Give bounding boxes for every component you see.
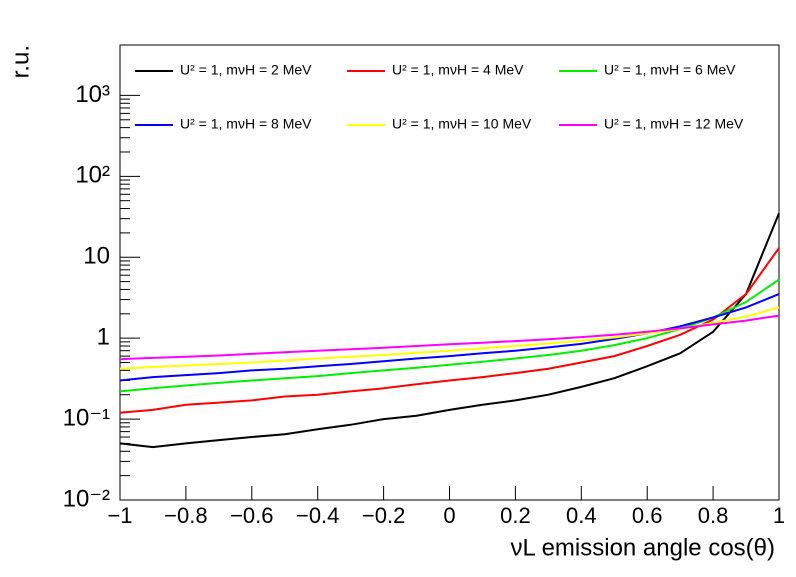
legend-label: U² = 1, mνH = 8 MeV [180,116,312,132]
x-tick-label: −0.8 [164,503,207,528]
y-tick-label: 10² [75,162,110,189]
y-tick-label: 1 [97,324,110,351]
legend-label: U² = 1, mνH = 4 MeV [392,62,524,78]
legend-label: U² = 1, mνH = 12 MeV [604,116,744,132]
x-tick-label: 0.4 [566,503,597,528]
x-tick-label: 0.8 [698,503,729,528]
x-tick-label: −1 [107,503,132,528]
legend-label: U² = 1, mνH = 10 MeV [392,116,532,132]
y-tick-label: 10³ [75,81,110,108]
y-axis-title: r.u. [7,45,34,78]
x-axis-title: νL emission angle cos(θ) [510,534,775,561]
y-tick-label: 10 [83,243,110,270]
x-tick-label: −0.2 [362,503,405,528]
legend-label: U² = 1, mνH = 6 MeV [604,62,736,78]
data-line [119,212,780,449]
y-tick-label: 10⁻² [63,485,110,512]
legend-label: U² = 1, mνH = 2 MeV [180,62,312,78]
x-tick-label: 0.6 [632,503,663,528]
x-tick-label: 0.2 [500,503,531,528]
x-tick-label: 0 [443,503,455,528]
y-tick-label: 10⁻¹ [63,404,110,431]
data-line [119,247,780,414]
data-line [119,278,780,393]
data-line [119,314,780,361]
x-tick-label: −0.6 [230,503,273,528]
x-tick-label: −0.4 [296,503,339,528]
x-tick-label: 1 [773,503,785,528]
